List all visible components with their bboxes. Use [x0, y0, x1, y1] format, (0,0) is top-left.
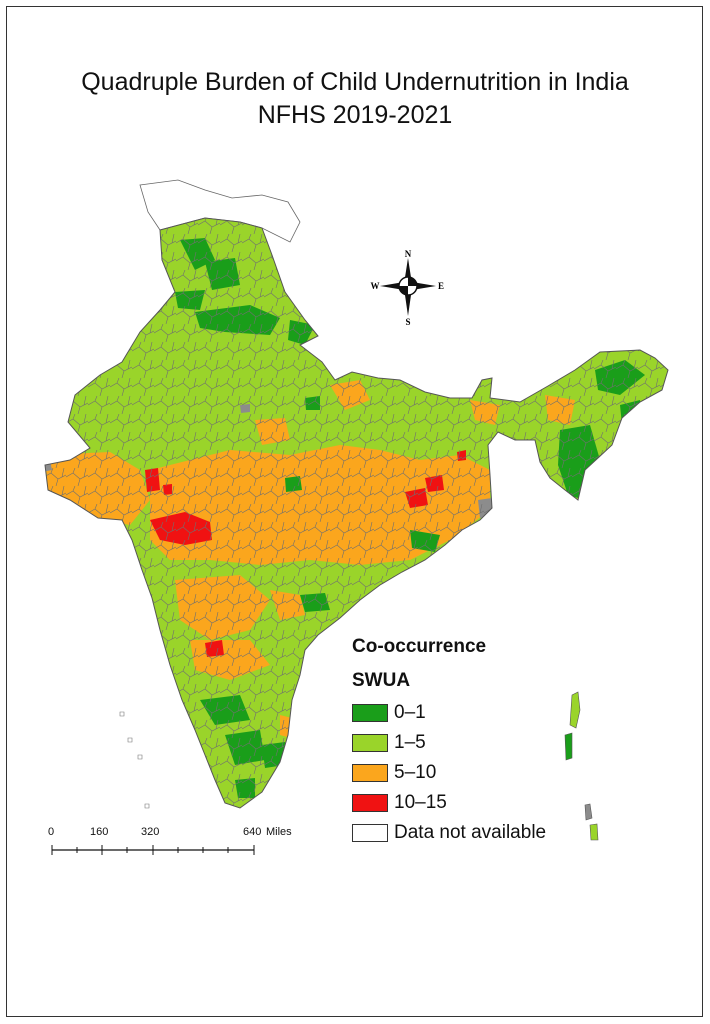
- legend-item: Data not available: [352, 818, 546, 848]
- legend-heading: Co-occurrence: [352, 636, 487, 657]
- legend-item: 5–10: [352, 758, 546, 788]
- scale-tick-label: 160: [90, 826, 109, 838]
- legend-swatch-5-10: [352, 764, 388, 782]
- legend-label: 1–5: [394, 732, 426, 753]
- legend-label: 0–1: [394, 702, 426, 723]
- legend-item: 1–5: [352, 728, 546, 758]
- map-title: Quadruple Burden of Child Undernutrition…: [81, 68, 629, 96]
- map-subtitle: NFHS 2019-2021: [257, 101, 453, 129]
- compass-rose-icon: N S E W: [371, 249, 445, 326]
- legend-swatch-1-5: [352, 734, 388, 752]
- india-outline: [44, 217, 669, 809]
- compass-west-label: W: [371, 281, 380, 291]
- legend-item: 0–1: [352, 698, 546, 728]
- scale-unit-label: Miles: [266, 826, 292, 838]
- scale-bar-ruler: [51, 845, 255, 855]
- map-legend: Co-occurrence SWUA 0–1 1–5 5–10 10–15 Da…: [352, 636, 546, 848]
- legend-swatch-0-1: [352, 704, 388, 722]
- map-frame: [6, 6, 703, 1017]
- scale-tick-label: 320: [141, 826, 160, 838]
- legend-label: 5–10: [394, 762, 437, 783]
- compass-east-label: E: [438, 281, 444, 291]
- legend-subheading: SWUA: [352, 670, 411, 691]
- legend-swatch-10-15: [352, 794, 388, 812]
- legend-label: 10–15: [394, 792, 447, 813]
- legend-swatch-no-data: [352, 824, 388, 842]
- scale-tick-label: 0: [48, 826, 55, 838]
- lakshadweep-islands: [119, 711, 150, 809]
- legend-label: Data not available: [394, 822, 547, 843]
- andaman-nicobar-islands: [564, 691, 599, 841]
- scale-tick-label: 640: [243, 826, 262, 838]
- compass-south-label: S: [405, 317, 410, 326]
- legend-item: 10–15: [352, 788, 546, 818]
- compass-north-label: N: [405, 249, 412, 259]
